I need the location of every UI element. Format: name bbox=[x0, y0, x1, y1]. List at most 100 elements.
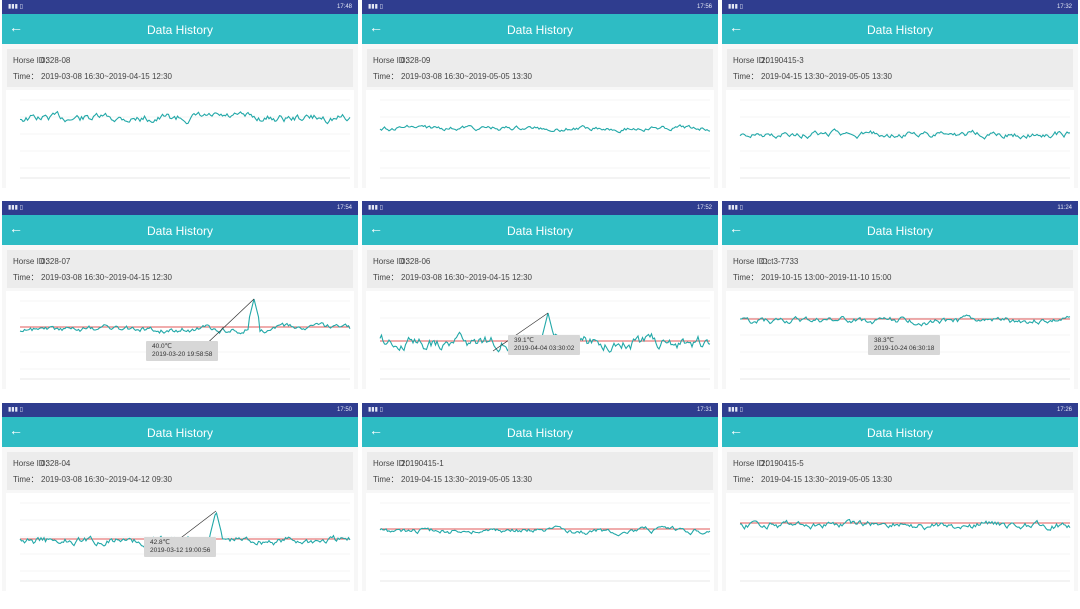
back-arrow-icon[interactable]: ← bbox=[729, 422, 743, 438]
info-card: Horse ID：20190415-5 Time： 2019-04-15 13:3… bbox=[727, 452, 1073, 490]
history-panel-4: ▮▮▮ ▯ 17:54 ← Data History Horse ID：0328-… bbox=[2, 201, 358, 389]
time-row: Time： 2019-04-15 13:30~2019-05-05 13:30 bbox=[373, 472, 707, 488]
time-row: Time： 2019-03-08 16:30~2019-04-12 09:30 bbox=[13, 472, 347, 488]
chart-gridlines bbox=[740, 502, 1070, 572]
back-arrow-icon[interactable]: ← bbox=[369, 19, 383, 35]
status-bar: ▮▮▮ ▯ 17:26 bbox=[722, 403, 1078, 417]
time-range-value: 2019-03-08 16:30~2019-04-12 09:30 bbox=[41, 475, 172, 484]
time-range-value: 2019-03-08 16:30~2019-04-15 12:30 bbox=[41, 273, 172, 282]
horse-id-label: Horse ID： bbox=[733, 459, 773, 468]
info-card: Horse ID：20190415-1 Time： 2019-04-15 13:3… bbox=[367, 452, 713, 490]
time-row: Time： 2019-03-08 16:30~2019-04-15 12:30 bbox=[373, 270, 707, 286]
page-title: Data History bbox=[866, 224, 934, 238]
status-clock: 17:56 bbox=[696, 4, 712, 10]
status-bar: ▮▮▮ ▯ 11:24 bbox=[722, 201, 1078, 215]
time-label: Time： bbox=[13, 475, 39, 484]
back-arrow-icon[interactable]: ← bbox=[369, 422, 383, 438]
history-panel-5: ▮▮▮ ▯ 17:52 ← Data History Horse ID：0328-… bbox=[362, 201, 718, 389]
temperature-chart[interactable] bbox=[366, 493, 714, 591]
horse-id-label: Horse ID： bbox=[733, 257, 773, 266]
chart-gridlines bbox=[20, 300, 350, 370]
horse-id-label: Horse ID： bbox=[13, 56, 53, 65]
time-range-value: 2019-03-08 16:30~2019-04-15 12:30 bbox=[401, 273, 532, 282]
history-panel-3: ▮▮▮ ▯ 17:32 ← Data History Horse ID：20190… bbox=[722, 0, 1078, 188]
horse-id-row: Horse ID：0328-07 bbox=[13, 254, 347, 270]
temperature-chart[interactable]: 38.3℃ 2019-10-24 06:30:18 bbox=[726, 291, 1074, 389]
signal-icon: ▮▮▮ ▯ bbox=[8, 205, 23, 211]
history-panel-8: ▮▮▮ ▯ 17:31 ← Data History Horse ID：20190… bbox=[362, 403, 718, 591]
back-arrow-icon[interactable]: ← bbox=[369, 220, 383, 236]
temperature-chart[interactable] bbox=[726, 90, 1074, 188]
temperature-trace bbox=[19, 298, 351, 335]
temperature-trace bbox=[379, 312, 711, 353]
info-card: Horse ID：20190415-3 Time： 2019-04-15 13:3… bbox=[727, 49, 1073, 87]
horse-id-row: Horse ID：Oct3-7733 bbox=[733, 254, 1067, 270]
horse-id-row: Horse ID：20190415-1 bbox=[373, 456, 707, 472]
horse-id-label: Horse ID： bbox=[13, 257, 53, 266]
temperature-trace bbox=[739, 518, 1071, 531]
time-range-value: 2019-03-08 16:30~2019-04-15 12:30 bbox=[41, 72, 172, 81]
status-bar: ▮▮▮ ▯ 17:31 bbox=[362, 403, 718, 417]
signal-icon: ▮▮▮ ▯ bbox=[728, 205, 743, 211]
app-bar: ← Data History bbox=[2, 215, 358, 245]
temperature-chart[interactable]: 39.1℃ 2019-04-04 03:30:02 bbox=[366, 291, 714, 389]
time-label: Time： bbox=[733, 72, 759, 81]
horse-id-row: Horse ID：0328-08 bbox=[13, 53, 347, 69]
horse-id-value: 0328-04 bbox=[41, 459, 71, 468]
horse-id-row: Horse ID：0328-09 bbox=[373, 53, 707, 69]
time-range-value: 2019-04-15 13:30~2019-05-05 13:30 bbox=[761, 475, 892, 484]
horse-id-value: Oct3-7733 bbox=[761, 257, 799, 266]
chart-gridlines bbox=[380, 99, 710, 169]
back-arrow-icon[interactable]: ← bbox=[9, 422, 23, 438]
reading-tooltip: 39.1℃ 2019-04-04 03:30:02 bbox=[508, 335, 581, 355]
status-bar: ▮▮▮ ▯ 17:32 bbox=[722, 0, 1078, 14]
app-bar: ← Data History bbox=[362, 417, 718, 447]
horse-id-value: 20190415-1 bbox=[401, 459, 444, 468]
back-arrow-icon[interactable]: ← bbox=[9, 220, 23, 236]
status-bar: ▮▮▮ ▯ 17:54 bbox=[2, 201, 358, 215]
status-clock: 17:52 bbox=[696, 205, 712, 211]
temperature-chart[interactable]: 40.0℃ 2019-03-20 19:58:58 bbox=[6, 291, 354, 389]
temperature-chart[interactable] bbox=[6, 90, 354, 188]
time-label: Time： bbox=[373, 475, 399, 484]
time-label: Time： bbox=[13, 72, 39, 81]
back-arrow-icon[interactable]: ← bbox=[9, 19, 23, 35]
status-bar: ▮▮▮ ▯ 17:56 bbox=[362, 0, 718, 14]
time-row: Time： 2019-03-08 16:30~2019-04-15 12:30 bbox=[13, 270, 347, 286]
temperature-chart[interactable] bbox=[366, 90, 714, 188]
horse-id-row: Horse ID：0328-06 bbox=[373, 254, 707, 270]
horse-id-row: Horse ID：20190415-3 bbox=[733, 53, 1067, 69]
tooltip-time: 2019-04-04 03:30:02 bbox=[514, 345, 575, 352]
horse-id-value: 20190415-3 bbox=[761, 56, 804, 65]
temperature-trace bbox=[379, 525, 711, 537]
page-title: Data History bbox=[866, 23, 934, 37]
time-row: Time： 2019-10-15 13:00~2019-11-10 15:00 bbox=[733, 270, 1067, 286]
signal-icon: ▮▮▮ ▯ bbox=[368, 4, 383, 10]
info-card: Horse ID：Oct3-7733 Time： 2019-10-15 13:00… bbox=[727, 250, 1073, 288]
tooltip-time: 2019-10-24 06:30:18 bbox=[874, 345, 935, 352]
app-bar: ← Data History bbox=[722, 215, 1078, 245]
status-clock: 17:32 bbox=[1056, 4, 1072, 10]
horse-id-value: 0328-06 bbox=[401, 257, 431, 266]
time-label: Time： bbox=[733, 475, 759, 484]
temperature-chart[interactable]: 42.8℃ 2019-03-12 19:00:56 bbox=[6, 493, 354, 591]
time-row: Time： 2019-03-08 16:30~2019-04-15 12:30 bbox=[13, 69, 347, 85]
temperature-chart[interactable] bbox=[726, 493, 1074, 591]
info-card: Horse ID：0328-06 Time： 2019-03-08 16:30~2… bbox=[367, 250, 713, 288]
time-range-value: 2019-03-08 16:30~2019-05-05 13:30 bbox=[401, 72, 532, 81]
horse-id-label: Horse ID： bbox=[733, 56, 773, 65]
tooltip-temp: 40.0℃ bbox=[152, 343, 172, 350]
tooltip-temp: 42.8℃ bbox=[150, 539, 170, 546]
back-arrow-icon[interactable]: ← bbox=[729, 19, 743, 35]
back-arrow-icon[interactable]: ← bbox=[729, 220, 743, 236]
history-panel-2: ▮▮▮ ▯ 17:56 ← Data History Horse ID：0328-… bbox=[362, 0, 718, 188]
time-label: Time： bbox=[373, 72, 399, 81]
time-range-value: 2019-10-15 13:00~2019-11-10 15:00 bbox=[761, 273, 892, 282]
horse-id-row: Horse ID：0328-04 bbox=[13, 456, 347, 472]
app-bar: ← Data History bbox=[2, 14, 358, 44]
temperature-trace bbox=[739, 128, 1071, 140]
time-label: Time： bbox=[733, 273, 759, 282]
status-bar: ▮▮▮ ▯ 17:48 bbox=[2, 0, 358, 14]
time-row: Time： 2019-03-08 16:30~2019-05-05 13:30 bbox=[373, 69, 707, 85]
app-bar: ← Data History bbox=[722, 417, 1078, 447]
